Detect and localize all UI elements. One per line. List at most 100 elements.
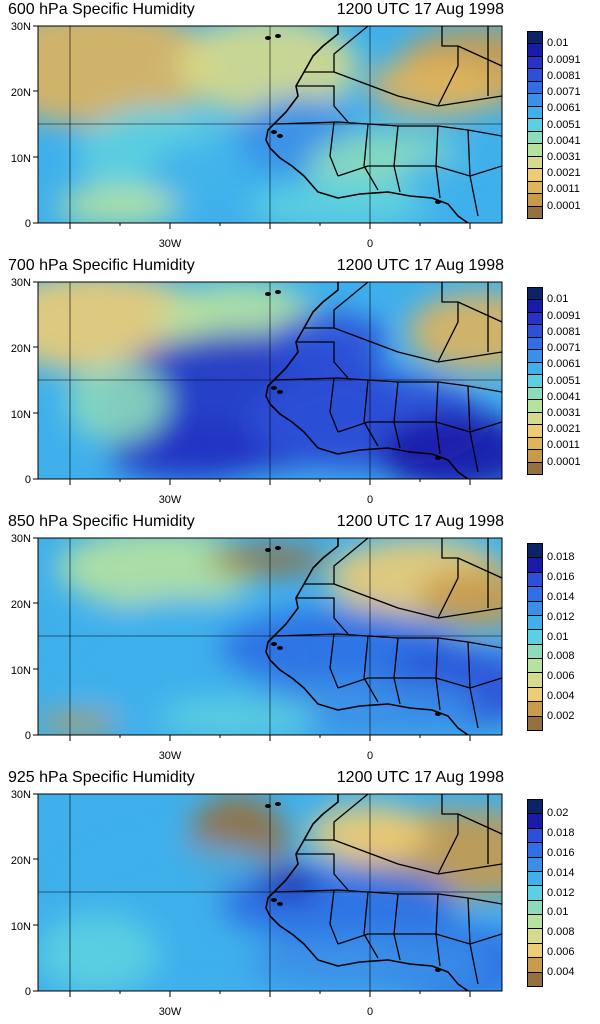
lon-tick-label: 0 xyxy=(367,750,373,762)
colorbar-swatch xyxy=(527,349,543,363)
lat-tick-label: 20N xyxy=(11,87,31,99)
colorbar-label: 0.0071 xyxy=(547,342,581,355)
colorbar-swatch xyxy=(527,105,543,120)
colorbar-swatch xyxy=(527,155,543,170)
lat-tick-label: 30N xyxy=(11,533,31,545)
colorbar-label: 0.0021 xyxy=(547,423,581,436)
colorbar-swatch xyxy=(527,614,543,631)
colorbar-label: 0.0011 xyxy=(547,183,580,196)
country-border xyxy=(337,165,502,177)
colorbar-label: 0.0031 xyxy=(547,406,581,419)
lat-tick-label: 20N xyxy=(11,599,31,611)
colorbar-label: 0.0071 xyxy=(547,86,581,99)
colorbar-label: 0.0011 xyxy=(547,439,580,452)
colorbar-swatch xyxy=(527,942,543,959)
colorbar-label: 0.01 xyxy=(547,293,569,306)
colorbar-swatch xyxy=(527,324,543,338)
lon-tick-label: 30W xyxy=(159,1006,182,1018)
country-border xyxy=(437,863,502,875)
colorbar-swatch xyxy=(527,571,543,588)
colorbar-label: 0.002 xyxy=(547,709,575,722)
colorbar-swatch xyxy=(527,672,543,688)
colorbar-swatch xyxy=(527,856,543,872)
colorbar-swatch xyxy=(527,411,543,426)
panel-timestamp: 1200 UTC 17 Aug 1998 xyxy=(336,513,504,530)
colorbar-label: 0.004 xyxy=(547,965,575,978)
colorbar-legend: 0.02 0.018 0.016 0.014 0.012 0.01 0.008 0.006 0.… xyxy=(527,799,597,987)
humidity-map: 30N 20N 10N 0 30W 0 xyxy=(11,21,503,250)
country-border xyxy=(296,597,349,635)
colorbar-label: 0.0091 xyxy=(547,53,581,66)
colorbar-swatch xyxy=(527,299,543,313)
country-border xyxy=(437,95,502,107)
country-border xyxy=(363,891,379,959)
colorbar-label: 0.016 xyxy=(547,846,575,859)
colorbar-swatch xyxy=(527,93,543,107)
colorbar-label: 0.008 xyxy=(547,926,575,939)
lat-tick-label: 10N xyxy=(11,153,31,165)
country-border xyxy=(437,538,459,619)
country-border xyxy=(333,327,439,363)
lat-tick-label: 0 xyxy=(25,218,31,230)
colorbar-swatch xyxy=(527,436,543,451)
colorbar-label: 0.006 xyxy=(547,945,575,958)
country-border xyxy=(363,379,379,447)
colorbar-swatch xyxy=(527,715,543,731)
country-border xyxy=(437,794,459,875)
colorbar-swatch xyxy=(527,118,543,132)
colorbar-label: 0.016 xyxy=(547,571,575,584)
colorbar-label: 0.0041 xyxy=(547,134,581,147)
colorbar-label: 0.012 xyxy=(547,610,575,623)
colorbar-swatch xyxy=(527,399,543,413)
lat-tick-label: 0 xyxy=(25,474,31,486)
colorbar-label: 0.006 xyxy=(547,670,575,683)
lat-tick-label: 10N xyxy=(11,921,31,933)
colorbar-swatch xyxy=(527,971,543,987)
lat-tick-label: 30N xyxy=(11,277,31,289)
colorbar-label: 0.0081 xyxy=(547,325,581,338)
colorbar-label: 0.014 xyxy=(547,590,575,603)
humidity-map: 30N 20N 10N 0 30W 0 xyxy=(11,277,503,506)
colorbar-label: 0.0051 xyxy=(547,118,581,131)
colorbar-label: 0.008 xyxy=(547,650,575,663)
map-panel-1: 700 hPa Specific Humidity 1200 UTC 17 Aug… xyxy=(0,256,600,512)
colorbar-swatch xyxy=(527,374,543,388)
colorbar-label: 0.01 xyxy=(547,906,569,919)
colorbar-swatch xyxy=(527,899,543,916)
country-border xyxy=(457,557,502,579)
country-border xyxy=(333,839,439,875)
colorbar-swatch xyxy=(527,600,543,616)
colorbar-swatch xyxy=(527,449,543,463)
panel-timestamp: 1200 UTC 17 Aug 1998 xyxy=(336,1,504,18)
colorbar-swatch xyxy=(527,686,543,703)
lat-tick-label: 20N xyxy=(11,343,31,355)
colorbar-swatch xyxy=(527,31,543,45)
country-border xyxy=(296,853,349,891)
colorbar-label: 0.018 xyxy=(547,551,575,564)
colorbar-swatch xyxy=(527,799,543,815)
country-border xyxy=(437,282,459,363)
panel-timestamp: 1200 UTC 17 Aug 1998 xyxy=(336,257,504,274)
colorbar-label: 0.0061 xyxy=(547,358,581,371)
colorbar-label: 0.0031 xyxy=(547,150,581,163)
colorbar-label: 0.0091 xyxy=(547,309,581,322)
colorbar-swatch xyxy=(527,361,543,376)
colorbar-label: 0.01 xyxy=(547,630,569,643)
country-border xyxy=(457,813,502,835)
panel-title: 600 hPa Specific Humidity xyxy=(8,1,195,18)
colorbar-swatch xyxy=(527,424,543,438)
colorbar-swatch xyxy=(527,336,543,351)
colorbar-legend: 0.01 0.0091 0.0081 0.0071 0.0061 0.0051 0.0041… xyxy=(527,287,597,475)
country-border xyxy=(337,677,502,689)
colorbar-swatch xyxy=(527,168,543,182)
colorbar-label: 0.01 xyxy=(547,37,569,50)
country-border xyxy=(329,377,339,433)
colorbar-swatch xyxy=(527,386,543,401)
lon-tick-label: 30W xyxy=(159,238,182,250)
colorbar-swatch xyxy=(527,193,543,207)
colorbar-swatch xyxy=(527,928,543,944)
colorbar-swatch xyxy=(527,813,543,829)
country-border xyxy=(437,351,502,363)
colorbar-swatch xyxy=(527,55,543,70)
lat-tick-label: 30N xyxy=(11,789,31,801)
